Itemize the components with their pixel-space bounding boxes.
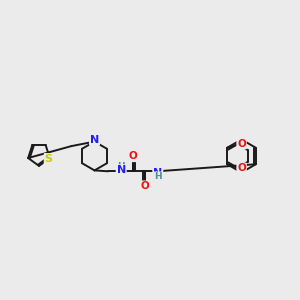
Text: O: O (140, 181, 149, 191)
Text: H: H (117, 162, 125, 171)
Text: O: O (129, 151, 138, 161)
Text: O: O (237, 139, 246, 148)
Text: N: N (90, 135, 99, 145)
Text: H: H (154, 172, 162, 181)
Text: N: N (117, 165, 126, 175)
Text: N: N (153, 167, 162, 178)
Text: S: S (45, 154, 52, 164)
Text: O: O (237, 164, 246, 173)
